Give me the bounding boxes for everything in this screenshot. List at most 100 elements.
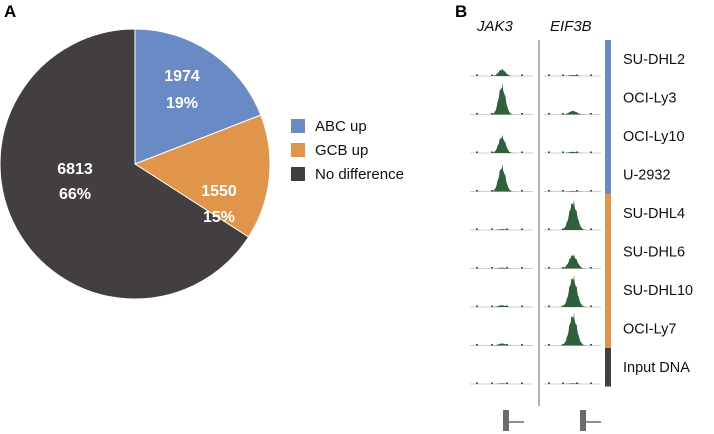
pie-slice-percent-abc-up: 19% [166, 95, 198, 112]
group-bar-oci-ly3 [605, 78, 611, 117]
cell-line-labels: SU-DHL2 OCI-Ly3 OCI-Ly10 U-2932 SU-DHL4 SU-DH… [623, 52, 693, 376]
noise-eif3b-su-dhl2 [590, 74, 592, 76]
noise-eif3b-oci-ly10 [548, 151, 550, 153]
chip-seq-tracks [470, 40, 601, 406]
noise-jak3-su-dhl2 [506, 74, 508, 76]
legend-label-no-difference: No difference [315, 166, 404, 183]
signal-jak3-input-dna [485, 383, 520, 384]
signal-eif3b-input-dna [558, 383, 590, 384]
noise-jak3-su-dhl2 [491, 74, 493, 76]
noise-jak3-su-dhl6 [476, 267, 478, 269]
noise-eif3b-oci-ly7 [590, 344, 592, 346]
noise-eif3b-su-dhl2 [576, 74, 578, 76]
noise-eif3b-su-dhl6 [576, 267, 578, 269]
signal-jak3-su-dhl4 [485, 229, 520, 230]
noise-eif3b-su-dhl10 [576, 305, 578, 307]
noise-eif3b-oci-ly10 [590, 151, 592, 153]
noise-eif3b-oci-ly7 [576, 344, 578, 346]
signal-eif3b-u-2932 [558, 190, 590, 192]
pie-slice-abc-up [134, 28, 262, 165]
signal-jak3-su-dhl2 [485, 68, 520, 76]
noise-jak3-oci-ly10 [521, 151, 523, 153]
noise-jak3-su-dhl10 [506, 305, 508, 307]
noise-jak3-oci-ly3 [491, 113, 493, 115]
signal-eif3b-oci-ly3 [558, 110, 590, 115]
noise-jak3-oci-ly10 [491, 151, 493, 153]
noise-eif3b-su-dhl2 [548, 74, 550, 76]
signal-eif3b-su-dhl2 [558, 75, 590, 76]
noise-eif3b-su-dhl10 [548, 305, 550, 307]
noise-jak3-su-dhl10 [491, 305, 493, 307]
pie-slice-count-gcb-up: 1550 [201, 183, 237, 200]
noise-jak3-su-dhl6 [521, 267, 523, 269]
group-bar-su-dhl10 [605, 271, 611, 310]
cell-line-label-su-dhl6: SU-DHL6 [623, 245, 685, 261]
group-color-bars [605, 40, 611, 387]
group-bar-oci-ly10 [605, 117, 611, 156]
noise-jak3-u-2932 [476, 190, 478, 192]
noise-jak3-oci-ly10 [476, 151, 478, 153]
cell-line-label-u-2932: U-2932 [623, 168, 671, 184]
noise-jak3-u-2932 [521, 190, 523, 192]
noise-jak3-oci-ly7 [476, 344, 478, 346]
signal-jak3-su-dhl6 [485, 267, 520, 269]
cell-line-label-oci-ly10: OCI-Ly10 [623, 129, 685, 145]
signal-jak3-oci-ly3 [485, 82, 520, 115]
noise-eif3b-su-dhl4 [576, 228, 578, 230]
legend-swatch-no-difference [291, 167, 305, 181]
noise-eif3b-input-dna [548, 382, 550, 384]
noise-jak3-input-dna [476, 382, 478, 384]
panel-a-label: A [4, 2, 16, 21]
cell-line-label-su-dhl10: SU-DHL10 [623, 283, 693, 299]
group-bar-su-dhl2 [605, 40, 611, 79]
signal-jak3-oci-ly10 [485, 134, 520, 153]
legend-label-gcb-up: GCB up [315, 142, 368, 159]
group-bar-input-dna [605, 348, 611, 387]
signal-jak3-u-2932 [485, 164, 520, 192]
noise-eif3b-oci-ly10 [562, 151, 564, 153]
noise-jak3-su-dhl6 [491, 267, 493, 269]
legend-swatch-gcb-up [291, 143, 305, 157]
cell-line-label-input-dna: Input DNA [623, 360, 690, 376]
noise-eif3b-u-2932 [576, 190, 578, 192]
gene-model-jak3-exon [503, 410, 509, 431]
noise-eif3b-oci-ly3 [548, 113, 550, 115]
signal-jak3-oci-ly7 [485, 343, 520, 346]
noise-eif3b-su-dhl4 [590, 228, 592, 230]
gene-label-jak3: JAK3 [476, 18, 514, 35]
noise-jak3-oci-ly7 [491, 344, 493, 346]
noise-jak3-input-dna [506, 382, 508, 384]
cell-line-label-oci-ly7: OCI-Ly7 [623, 322, 676, 338]
noise-eif3b-su-dhl10 [590, 305, 592, 307]
noise-jak3-su-dhl4 [506, 228, 508, 230]
pie-slice-labels: 1974 19% 1550 15% 6813 66% [57, 68, 237, 226]
gene-model-eif3b-exon [580, 410, 586, 431]
noise-eif3b-input-dna [576, 382, 578, 384]
noise-jak3-u-2932 [506, 190, 508, 192]
gene-models [503, 410, 601, 431]
pie-slice-no-difference [0, 28, 250, 300]
noise-jak3-u-2932 [491, 190, 493, 192]
noise-jak3-oci-ly10 [506, 151, 508, 153]
pie-slice-count-no-difference: 6813 [57, 161, 93, 178]
noise-jak3-su-dhl4 [491, 228, 493, 230]
noise-eif3b-oci-ly3 [576, 113, 578, 115]
group-bar-u-2932 [605, 155, 611, 194]
noise-eif3b-oci-ly10 [576, 151, 578, 153]
group-bar-oci-ly7 [605, 309, 611, 348]
noise-jak3-oci-ly7 [521, 344, 523, 346]
noise-eif3b-su-dhl2 [562, 74, 564, 76]
group-bar-su-dhl6 [605, 232, 611, 271]
cell-line-label-su-dhl4: SU-DHL4 [623, 206, 685, 222]
noise-jak3-oci-ly3 [506, 113, 508, 115]
noise-eif3b-su-dhl6 [562, 267, 564, 269]
noise-eif3b-u-2932 [562, 190, 564, 192]
legend-swatch-abc-up [291, 119, 305, 133]
signal-eif3b-su-dhl6 [558, 253, 590, 269]
noise-eif3b-input-dna [590, 382, 592, 384]
noise-eif3b-su-dhl6 [590, 267, 592, 269]
noise-jak3-oci-ly3 [476, 113, 478, 115]
noise-jak3-su-dhl2 [476, 74, 478, 76]
noise-eif3b-u-2932 [548, 190, 550, 192]
